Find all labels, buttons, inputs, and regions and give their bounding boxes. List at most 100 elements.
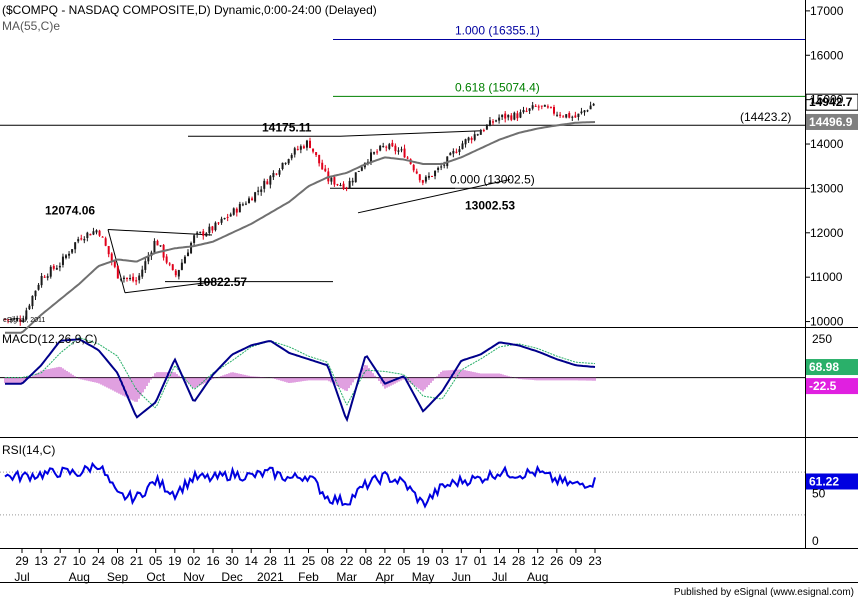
x-axis-day-label: 27 — [54, 554, 68, 568]
price-candle-body — [187, 252, 189, 257]
price-candle-body — [482, 130, 485, 132]
price-candle-body — [345, 187, 348, 189]
price-candle-body — [553, 107, 555, 114]
price-candle-body — [333, 177, 336, 185]
price-candle-body — [357, 170, 360, 172]
price-candle-body — [95, 230, 98, 233]
price-candle-body — [190, 242, 193, 254]
price-candle-body — [49, 266, 52, 277]
price-candle-body — [284, 162, 287, 164]
price-candle-body — [461, 143, 464, 150]
histogram-value-box — [806, 378, 858, 395]
price-candle-body — [513, 112, 516, 120]
macd-axis-label: 250 — [812, 332, 832, 346]
price-candle-body — [74, 242, 77, 250]
price-candle-body — [485, 124, 488, 130]
price-candle-body — [519, 112, 522, 118]
rsi-value-label: 61.22 — [809, 474, 839, 488]
price-candle-body — [370, 152, 372, 163]
x-axis-day-label: 01 — [474, 554, 488, 568]
price-candle-body — [473, 134, 476, 140]
macd-signal-line — [5, 337, 596, 409]
price-candle-body — [257, 190, 260, 192]
price-candle-body — [34, 290, 37, 297]
price-candle-body — [415, 171, 418, 174]
price-candle-body — [107, 245, 110, 255]
price-candle-body — [424, 176, 427, 182]
price-candle-body — [574, 115, 577, 118]
x-axis-day-label: 08 — [321, 554, 335, 568]
price-candle-body — [406, 157, 409, 159]
price-candle-body — [196, 232, 199, 235]
price-candle-body — [68, 253, 71, 256]
fib-level-label: 0.618 (15074.4) — [455, 80, 540, 94]
price-candle-body — [92, 231, 95, 235]
price-candle-body — [229, 214, 232, 217]
price-candle-body — [467, 137, 470, 141]
x-axis-month-label: Sep — [107, 570, 129, 584]
price-candle-body — [382, 146, 385, 148]
price-candle-body — [324, 168, 327, 172]
price-candle-body — [13, 318, 16, 320]
price-candle-body — [388, 144, 391, 149]
price-candle-body — [223, 218, 226, 220]
trendline-connector — [107, 229, 126, 293]
price-candle-body — [19, 319, 22, 322]
annotation-label: 10822.57 — [197, 275, 247, 289]
price-candle-body — [132, 276, 135, 281]
price-candle-body — [568, 112, 571, 118]
price-candle-body — [89, 233, 92, 236]
x-axis-day-label: 17 — [455, 554, 469, 568]
price-candle-body — [119, 278, 122, 280]
x-axis-day-label: 19 — [416, 554, 430, 568]
price-candle-body — [193, 235, 196, 243]
price-candle-body — [559, 114, 562, 116]
trendline-upper — [107, 229, 213, 236]
price-candle-body — [147, 255, 150, 262]
price-candle-body — [418, 174, 421, 181]
x-axis-day-label: 21 — [130, 554, 144, 568]
price-candle-body — [412, 164, 415, 171]
price-candle-body — [434, 170, 437, 177]
price-candle-body — [153, 240, 156, 254]
price-axis-label: 14000 — [810, 137, 844, 151]
price-candle-body — [507, 114, 510, 118]
price-candle-body — [116, 265, 119, 279]
price-candle-body — [589, 105, 592, 110]
x-axis-month-label: Aug — [527, 570, 548, 584]
price-candle-body — [437, 167, 440, 170]
price-candle-body — [488, 120, 491, 127]
price-candle-body — [7, 319, 10, 321]
price-candle-body — [498, 117, 501, 121]
price-candle-body — [110, 253, 113, 262]
price-candle-body — [290, 155, 293, 159]
price-candle-body — [98, 230, 101, 236]
x-axis-day-label: 14 — [493, 554, 507, 568]
price-candle-body — [58, 265, 61, 268]
rsi-axis-label: 0 — [812, 534, 819, 548]
price-candle-body — [458, 149, 461, 153]
x-axis-day-label: 09 — [569, 554, 583, 568]
price-candle-body — [431, 175, 433, 177]
x-axis-month-label: Mar — [336, 570, 357, 584]
price-candle-body — [330, 177, 333, 182]
price-candle-body — [546, 106, 549, 108]
macd-title: MACD(12,26,9,C) — [2, 332, 97, 346]
price-candle-body — [71, 249, 74, 253]
x-axis-day-label: 19 — [168, 554, 182, 568]
x-axis-month-label: Oct — [146, 570, 165, 584]
price-candle-body — [113, 261, 116, 267]
price-candle-body — [342, 183, 345, 190]
price-candle-body — [205, 233, 208, 237]
x-axis-day-label: 28 — [512, 554, 526, 568]
price-candle-body — [391, 142, 394, 147]
price-candle-body — [565, 114, 568, 118]
price-candle-body — [77, 239, 80, 242]
x-axis-day-label: 05 — [397, 554, 411, 568]
price-candle-body — [260, 189, 263, 192]
price-candle-body — [586, 110, 589, 112]
price-candle-body — [351, 180, 354, 183]
price-candle-body — [281, 162, 284, 169]
price-candle-body — [312, 148, 315, 152]
price-candle-body — [180, 262, 183, 270]
